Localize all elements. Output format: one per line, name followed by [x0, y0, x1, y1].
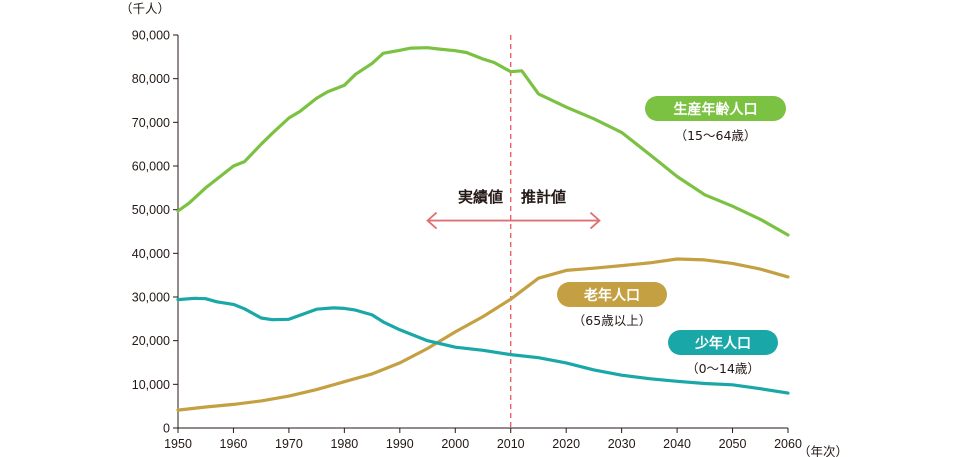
actual-values-label: 実績値: [458, 188, 503, 206]
series-line-working-age: [176, 46, 790, 237]
series-label-working-age: 生産年齢人口 （15〜64歳）: [645, 96, 786, 143]
x-axis-unit-label: （年次）: [798, 444, 848, 457]
x-axis-unit-text: （年次）: [798, 444, 848, 457]
series-name-working-age: 生産年齢人口: [674, 101, 758, 118]
series-pill-youth: [668, 330, 778, 355]
series-sublabel-elderly: （65歳以上）: [573, 313, 651, 328]
x-tick-label: 2060: [774, 437, 802, 451]
series-labels: 生産年齢人口 （15〜64歳） 老年人口 （65歳以上） 少年人口 （0〜14歳…: [557, 96, 786, 376]
annotation-arrow-head-left: [426, 211, 438, 230]
series-label-elderly: 老年人口 （65歳以上）: [557, 282, 667, 328]
y-tick-label: 0: [163, 422, 170, 436]
y-tick-label: 60,000: [132, 160, 170, 174]
y-tick-label: 30,000: [132, 291, 170, 305]
series-sublabel-youth: （0〜14歳）: [686, 361, 760, 376]
series-lines: [176, 46, 790, 412]
series-pill-working-age: [645, 96, 786, 121]
series-name-youth: 少年人口: [694, 335, 751, 352]
y-tick-label: 20,000: [132, 334, 170, 348]
x-tick-label: 2040: [663, 437, 691, 451]
x-tick-label: 2050: [719, 437, 747, 451]
x-tick-label: 2010: [497, 437, 525, 451]
axes: 0 10,000 20,000 30,000 40,000 50,000 60,000 70,…: [132, 29, 802, 452]
annotation-arrow-head-right: [589, 211, 601, 230]
x-tick-label: 2030: [608, 437, 636, 451]
y-axis-unit-label: （千人）: [120, 1, 170, 16]
x-tick-label: 2020: [552, 437, 580, 451]
annotation-arrow-group: 実績値 推計値: [426, 188, 601, 230]
series-pill-elderly: [557, 282, 667, 307]
projected-values-label: 推計値: [521, 188, 566, 206]
y-tick-label: 50,000: [132, 203, 170, 217]
x-tick-label: 1970: [275, 437, 303, 451]
y-axis-unit-text: （千人）: [120, 1, 170, 16]
y-tick-label: 40,000: [132, 247, 170, 261]
x-tick-label: 1960: [220, 437, 248, 451]
y-tick-label: 10,000: [132, 378, 170, 392]
x-tick-label: 2000: [441, 437, 469, 451]
series-sublabel-working-age: （15〜64歳）: [675, 128, 757, 143]
x-tick-label: 1990: [386, 437, 414, 451]
x-tick-label: 1950: [164, 437, 192, 451]
series-name-elderly: 老年人口: [584, 287, 640, 304]
y-tick-label: 70,000: [132, 116, 170, 130]
y-tick-label: 90,000: [132, 29, 170, 43]
series-line-elderly: [176, 257, 790, 412]
series-line-youth: [176, 296, 790, 395]
y-tick-label: 80,000: [132, 72, 170, 86]
series-label-youth: 少年人口 （0〜14歳）: [668, 330, 778, 376]
x-tick-label: 1980: [330, 437, 358, 451]
